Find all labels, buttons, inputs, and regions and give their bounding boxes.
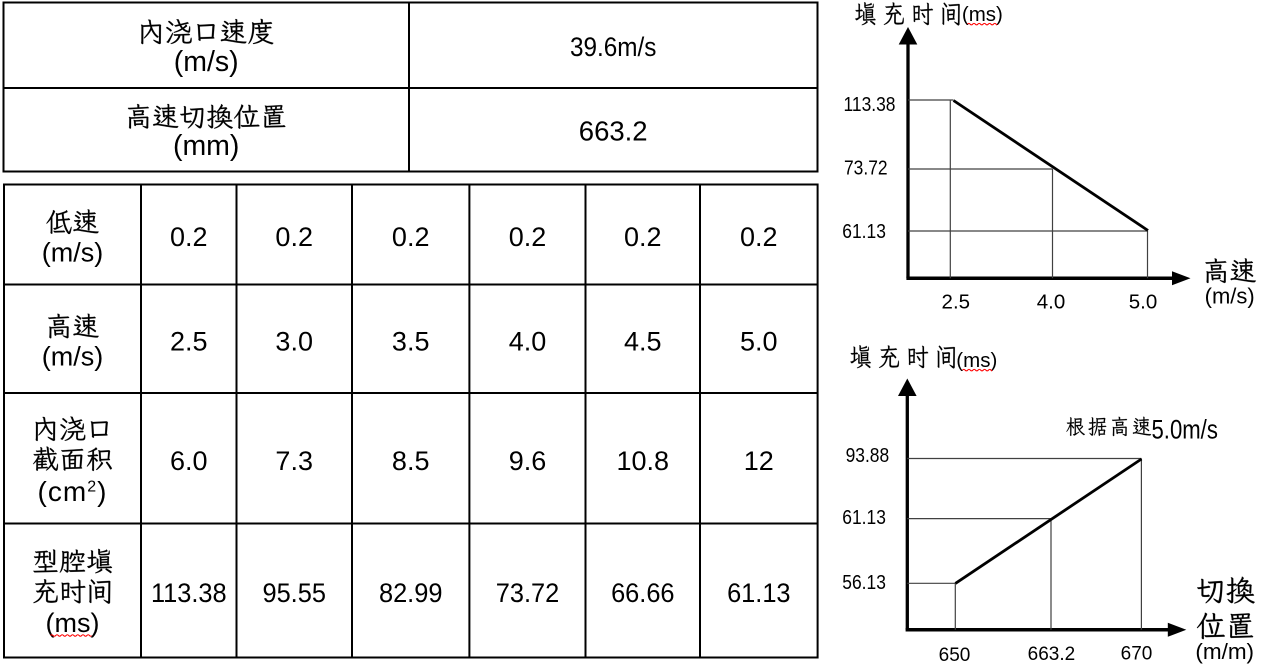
svg-text:61.13: 61.13 — [842, 507, 886, 530]
svg-text:7.3: 7.3 — [275, 446, 313, 476]
svg-text:4.5: 4.5 — [624, 326, 662, 356]
svg-text:5.0: 5.0 — [1129, 291, 1158, 314]
svg-text:670: 670 — [1121, 644, 1153, 665]
svg-text:(m/m): (m/m) — [1195, 639, 1254, 664]
svg-text:663.2: 663.2 — [1028, 644, 1076, 665]
svg-text:(cm2): (cm2) — [38, 476, 108, 507]
svg-text:(ms): (ms) — [956, 349, 997, 372]
svg-text:0.2: 0.2 — [740, 222, 778, 252]
svg-text:82.99: 82.99 — [379, 577, 442, 608]
svg-text:113.38: 113.38 — [151, 577, 227, 608]
svg-text:(m/s): (m/s) — [42, 237, 103, 267]
svg-text:10.8: 10.8 — [617, 446, 670, 476]
svg-text:4.0: 4.0 — [509, 326, 547, 356]
svg-text:95.55: 95.55 — [262, 577, 325, 608]
svg-text:8.5: 8.5 — [392, 446, 430, 476]
svg-text:(m/s): (m/s) — [1205, 283, 1255, 308]
svg-text:39.6m/s: 39.6m/s — [570, 33, 656, 62]
svg-text:663.2: 663.2 — [579, 115, 648, 146]
svg-text:2.5: 2.5 — [942, 291, 971, 314]
svg-text:6.0: 6.0 — [170, 446, 208, 476]
svg-text:3.0: 3.0 — [275, 326, 313, 356]
svg-text:(m/s): (m/s) — [174, 46, 239, 78]
svg-text:(mm): (mm) — [173, 130, 239, 162]
svg-text:113.38: 113.38 — [844, 94, 896, 117]
svg-text:73.72: 73.72 — [496, 577, 559, 608]
svg-text:66.66: 66.66 — [611, 577, 674, 608]
svg-text:5.0m/s: 5.0m/s — [1152, 416, 1218, 446]
svg-text:9.6: 9.6 — [509, 446, 547, 476]
svg-text:3.5: 3.5 — [392, 326, 430, 356]
svg-text:(ms): (ms) — [46, 608, 100, 638]
svg-text:0.2: 0.2 — [275, 222, 313, 252]
svg-text:73.72: 73.72 — [844, 157, 888, 180]
svg-text:(m/s): (m/s) — [42, 342, 103, 372]
svg-text:56.13: 56.13 — [842, 572, 886, 595]
svg-text:93.88: 93.88 — [846, 445, 890, 468]
svg-text:650: 650 — [939, 645, 971, 666]
svg-text:61.13: 61.13 — [727, 577, 790, 608]
svg-text:0.2: 0.2 — [392, 222, 430, 252]
svg-text:5.0: 5.0 — [740, 326, 778, 356]
svg-text:4.0: 4.0 — [1037, 291, 1066, 314]
svg-text:(ms): (ms) — [962, 3, 1003, 26]
svg-text:0.2: 0.2 — [170, 222, 208, 252]
svg-text:0.2: 0.2 — [624, 222, 662, 252]
svg-text:12: 12 — [744, 446, 774, 476]
svg-text:61.13: 61.13 — [842, 221, 886, 244]
svg-text:0.2: 0.2 — [509, 222, 547, 252]
svg-text:2.5: 2.5 — [170, 326, 208, 356]
